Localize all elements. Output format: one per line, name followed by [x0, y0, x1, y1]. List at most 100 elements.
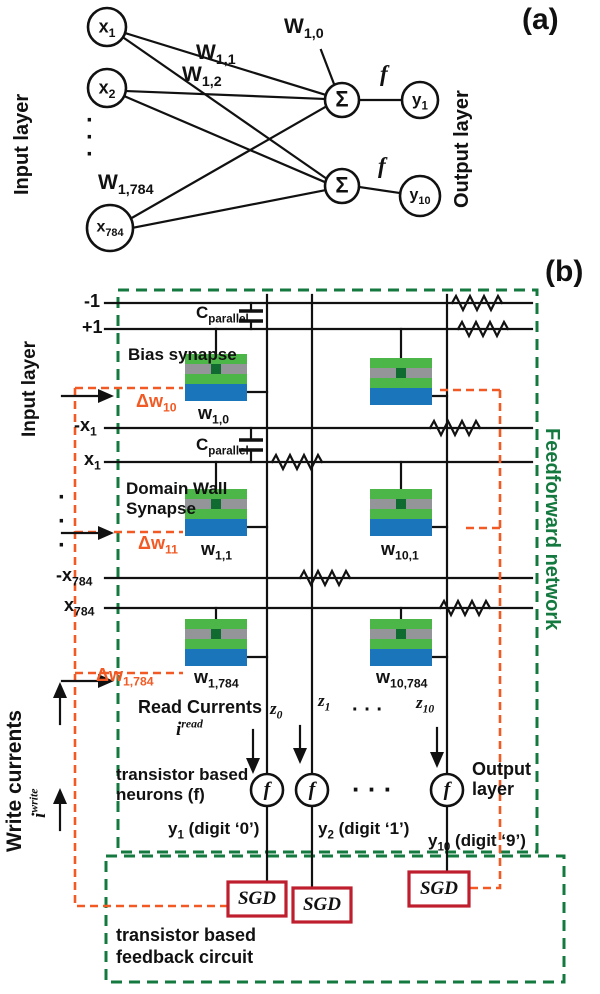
sgd-boxes	[226, 870, 471, 924]
output-y10-label: y10 (digit ‘9’)	[428, 831, 526, 854]
y10-sub: 10	[418, 194, 431, 207]
sum-symbol-1: Σ	[335, 86, 349, 112]
weight-w10-label: w1,0	[198, 404, 229, 426]
sgd-box-3	[407, 870, 471, 908]
sum-node-1-circle	[323, 81, 361, 119]
output-y2-label: y2 (digit ‘1’)	[318, 819, 409, 842]
w10784-sub: 10,784	[390, 676, 428, 691]
weight-W10-label: W1,0	[284, 16, 324, 42]
rowx1-base: x	[84, 449, 95, 469]
W1784-base: W	[98, 171, 118, 194]
outy2-base: y	[318, 819, 328, 838]
node-y10-label: y10	[409, 186, 431, 207]
neuron-circles	[249, 772, 465, 808]
panel-a-tag: (a)	[522, 3, 559, 36]
neuron-ellipsis: · · ·	[352, 774, 393, 804]
c-parallel-label-1: Cparallel	[196, 303, 249, 326]
iread-sup: read	[181, 717, 203, 731]
node-x784-circle	[85, 203, 135, 253]
row-label-pos1: +1	[82, 317, 103, 337]
W12-sub: 1,2	[201, 74, 222, 91]
weight-w101-label: w10,1	[381, 540, 419, 562]
sgd-label-3: SGD	[419, 878, 459, 900]
weight-W12-label: W1,2	[182, 63, 222, 90]
W10-sub: 1,0	[303, 26, 324, 43]
z1-sub: 1	[324, 700, 331, 714]
panel-b-row-ellipsis: · · ·	[58, 484, 66, 559]
weight-w11-label: w1,1	[201, 540, 232, 562]
crossbar-column-wires	[265, 293, 449, 890]
node-x2-circle	[86, 67, 128, 109]
z10-label: z10	[416, 693, 434, 715]
w11-sub: 1,1	[215, 548, 233, 563]
neuron-1-circle	[249, 772, 285, 808]
sum-symbol-2: Σ	[335, 172, 349, 198]
feedforward-network-label: Feedforward network	[541, 428, 563, 631]
rowx784-base: x	[64, 595, 75, 615]
domain-wall-label-line1: Domain Wall	[126, 479, 228, 498]
y10-base: y	[409, 186, 419, 204]
row-label-neg1: -1	[84, 291, 101, 311]
cpar2-sub: parallel	[208, 445, 249, 458]
resistor-zigzags	[270, 293, 510, 618]
node-x1-label: x1	[98, 16, 116, 39]
weight-w10784-label: w10,784	[376, 667, 427, 690]
node-x784-label: x784	[96, 218, 124, 239]
cpar1-base: C	[196, 303, 209, 322]
row-label-x1: x1	[84, 449, 101, 472]
negx1-sub: 1	[90, 424, 97, 439]
negx1-base: -x	[74, 415, 91, 435]
dw1784-base: Δw	[96, 665, 123, 685]
outy10-rest: (digit ‘9’)	[450, 831, 526, 850]
y1-sub: 1	[421, 100, 428, 113]
z10-base: z	[416, 693, 423, 712]
z0-sub: 0	[276, 708, 283, 722]
weight-W11-label: W1,1	[196, 42, 236, 68]
synapse-device-w10	[185, 327, 269, 401]
dw10-sub: 10	[162, 400, 177, 415]
neuron-f-2: f	[308, 778, 316, 801]
write-currents-label: Write currents	[3, 710, 26, 852]
c-parallel-capacitor-2	[239, 426, 263, 464]
panel-a-edges	[122, 31, 404, 230]
weight-W1784-label: W1,784	[98, 171, 154, 198]
synapse-device-w11	[185, 460, 269, 536]
z0-label: z0	[270, 699, 283, 722]
c-parallel-capacitor-1	[239, 301, 263, 331]
negx784-base: -x	[56, 565, 73, 585]
dw11-sub: 11	[164, 542, 178, 557]
outy10-base: y	[428, 831, 438, 850]
w101-sub: 10,1	[395, 548, 419, 563]
sgd-label-1: SGD	[237, 888, 277, 910]
w10784-base: w	[376, 667, 391, 687]
x2-base: x	[98, 77, 109, 98]
z0-base: z	[270, 699, 277, 718]
z1-label: z1	[318, 692, 331, 714]
row-label-negx784: -x784	[56, 565, 92, 588]
iread-base: i	[176, 719, 182, 740]
synapse-device-w101	[370, 460, 449, 536]
z-ellipsis: · · ·	[352, 699, 384, 721]
iwrite-base: i	[29, 812, 50, 818]
x1-base: x	[98, 16, 109, 37]
w10-sub: 1,0	[212, 412, 230, 427]
synapse-device-w10784	[370, 606, 449, 666]
x784-sub: 784	[105, 226, 124, 239]
activation-f-1: f	[380, 61, 388, 86]
output-layer-label-line1: Output	[472, 759, 531, 779]
dw10-base: Δw	[136, 391, 163, 411]
delta-w11-label: Δw11	[138, 533, 178, 556]
dw11-base: Δw	[138, 533, 165, 553]
node-x1-circle	[86, 6, 128, 48]
read-current-arrows	[246, 724, 444, 774]
row-label-negx1: -x1	[74, 415, 97, 438]
W12-base: W	[182, 63, 202, 86]
feedback-circuit-box	[104, 854, 566, 984]
input-layer-label-b: Input layer	[19, 340, 40, 437]
x784-base: x	[96, 218, 106, 236]
output-y1-label: y1 (digit ‘0’)	[168, 820, 259, 842]
row-label-x784: x784	[64, 595, 94, 618]
outy1-sub: 1	[177, 829, 184, 842]
output-layer-label-line2: layer	[472, 779, 515, 799]
